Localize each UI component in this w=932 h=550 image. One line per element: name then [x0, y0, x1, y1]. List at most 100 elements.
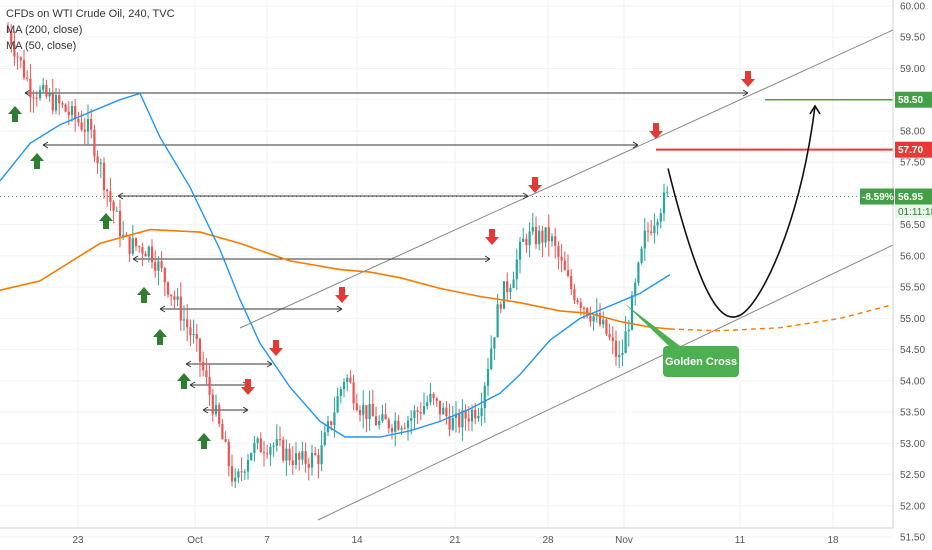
- price-tag-label: 56.95: [898, 192, 923, 203]
- candle-body: [602, 319, 605, 325]
- candle-body: [266, 453, 269, 455]
- candle-body: [253, 442, 256, 453]
- candle-body: [282, 439, 285, 461]
- down-arrow-icon: [241, 379, 255, 395]
- candle-body: [352, 382, 355, 404]
- candle-body: [192, 333, 195, 336]
- candle-body: [154, 262, 157, 271]
- candle-body: [227, 441, 230, 467]
- trend-channel: [239, 29, 894, 521]
- candle-body: [134, 238, 138, 247]
- time-axis[interactable]: 23 Oct 7 14 21 28 Nov 11 18: [0, 527, 893, 546]
- arrow-head-right: [242, 406, 249, 414]
- candle-body: [224, 439, 227, 442]
- candle-body: [416, 410, 419, 412]
- callout-label: Golden Cross: [665, 356, 737, 368]
- candle-body: [320, 445, 323, 465]
- candle-body: [534, 226, 538, 245]
- price-tick-label: 51.50: [900, 533, 925, 544]
- candle-body: [432, 393, 435, 399]
- ma200-projection-line: [669, 302, 901, 332]
- price-tick-label: 58.00: [900, 126, 925, 137]
- candle-body: [35, 97, 38, 99]
- candle-body: [333, 412, 336, 426]
- candle-body: [147, 246, 150, 257]
- candle-body: [234, 477, 237, 482]
- time-tick-label: 21: [449, 535, 461, 546]
- candle-body: [486, 369, 490, 386]
- candle-body: [589, 315, 592, 322]
- candle-body: [262, 452, 266, 454]
- candle-body: [355, 403, 358, 410]
- candle-body: [525, 238, 528, 246]
- candle-body: [547, 227, 550, 242]
- candle-body: [451, 417, 454, 430]
- candle-body: [230, 466, 234, 482]
- candle-body: [90, 119, 93, 130]
- down-arrow-icon: [741, 71, 755, 87]
- candle-body: [624, 331, 627, 354]
- candle-body: [278, 439, 282, 441]
- candle-body: [221, 423, 224, 440]
- candle-body: [621, 353, 624, 355]
- price-tags: 58.50 57.70 56.95 -8.59% 01:11:18: [860, 91, 932, 219]
- candle-body: [563, 260, 566, 271]
- candle-body: [461, 410, 464, 428]
- candle-body: [26, 77, 29, 79]
- arrow-head-right: [522, 192, 529, 200]
- arrow-head-right: [632, 141, 639, 149]
- price-tag-box: [895, 188, 932, 205]
- candle-body: [579, 302, 582, 308]
- arrow-head-left: [24, 89, 31, 97]
- candle-body: [294, 453, 298, 465]
- price-tag-box: [895, 141, 932, 158]
- candle-body: [13, 44, 16, 57]
- candle-body: [83, 129, 86, 132]
- price-tick-label: 54.50: [900, 345, 925, 356]
- price-tick-label: 55.50: [900, 283, 925, 294]
- candle-body: [310, 452, 314, 468]
- chart-legend: CFDs on WTI Crude Oil, 240, TVC MA (200,…: [6, 6, 175, 54]
- price-tag-label: 58.50: [898, 95, 923, 106]
- candle-body: [592, 316, 595, 322]
- channel-lower-line: [317, 244, 894, 521]
- candle-body: [173, 296, 176, 300]
- candle-body: [586, 308, 589, 316]
- candle-body: [429, 393, 432, 403]
- arrow-head-right: [484, 255, 491, 263]
- candle-body: [554, 236, 557, 246]
- candle-body: [403, 427, 406, 429]
- time-tick-label: 28: [542, 535, 554, 546]
- candle-body: [368, 403, 371, 420]
- candle-body: [515, 259, 518, 280]
- candle-body: [502, 281, 506, 309]
- chart-title: CFDs on WTI Crude Oil, 240, TVC: [6, 8, 175, 20]
- candle-body: [250, 452, 253, 460]
- candle-body: [467, 418, 470, 422]
- candle-body: [58, 95, 61, 104]
- candle-body: [288, 448, 291, 461]
- candle-body: [483, 385, 486, 409]
- up-arrow-icon: [99, 213, 113, 229]
- candle-body: [32, 97, 35, 99]
- candle-body: [566, 270, 570, 276]
- candle-body: [141, 247, 144, 254]
- chart-grid: [0, 0, 893, 538]
- candle-body: [614, 340, 618, 357]
- candle-body: [541, 230, 544, 243]
- candle-body: [317, 454, 320, 465]
- candle-body: [54, 95, 58, 111]
- price-axis[interactable]: 51.50 52.00 52.50 53.00 53.50 54.00 54.50 55.00…: [860, 0, 932, 550]
- candle-body: [422, 406, 426, 414]
- candle-body: [243, 471, 246, 473]
- candle-body: [445, 407, 448, 417]
- candle-body: [166, 282, 170, 295]
- candle-body: [573, 289, 576, 301]
- candle-body: [518, 241, 522, 260]
- arrow-head-left: [185, 360, 192, 368]
- candle-body: [80, 122, 83, 130]
- candle-body: [560, 256, 563, 261]
- candle-body: [38, 89, 42, 99]
- candle-body: [301, 451, 304, 460]
